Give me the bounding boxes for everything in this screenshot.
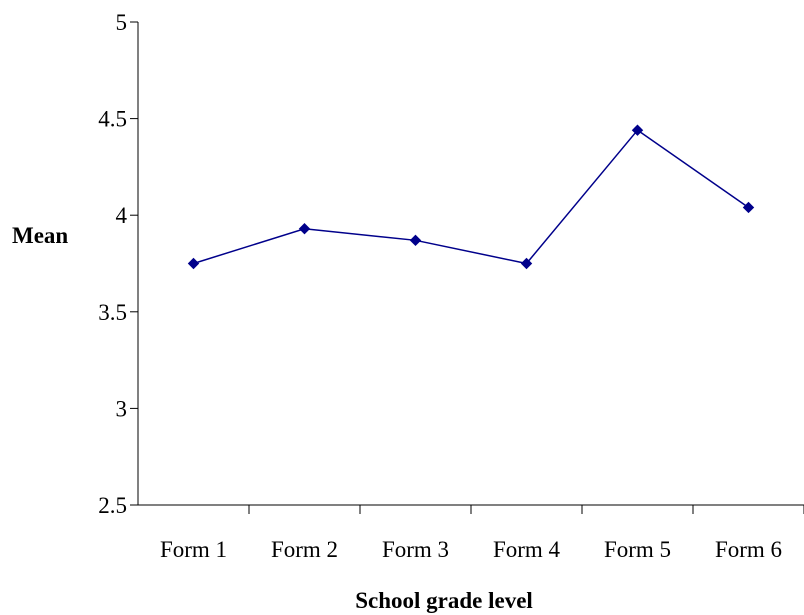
y-tick-label: 3 <box>116 396 128 421</box>
data-point-marker <box>520 257 533 270</box>
data-point-marker <box>409 234 422 247</box>
y-tick-label: 5 <box>116 10 128 35</box>
series-line <box>193 129 749 265</box>
x-axis: Form 1 Form 2 Form 3 Form 4 Form 5 Form 6 <box>138 504 804 562</box>
data-point-marker <box>298 223 311 235</box>
y-axis: 2.5 3 3.5 4 4.5 5 <box>98 10 139 518</box>
y-axis-title: Mean <box>12 223 68 248</box>
data-point-marker <box>631 124 644 136</box>
x-tick-label: Form 4 <box>493 537 561 562</box>
data-point-marker <box>187 257 200 270</box>
x-tick-label: Form 1 <box>160 537 227 562</box>
data-point-marker <box>742 201 755 214</box>
x-axis-title: School grade level <box>355 588 533 613</box>
y-tick-label: 2.5 <box>98 493 127 518</box>
y-tick-label: 4 <box>116 203 128 228</box>
y-tick-label: 4.5 <box>98 107 127 132</box>
y-tick-label: 3.5 <box>98 300 127 325</box>
x-tick-label: Form 5 <box>604 537 671 562</box>
series-layer <box>187 124 755 270</box>
x-tick-label: Form 2 <box>271 537 338 562</box>
x-tick-label: Form 3 <box>382 537 449 562</box>
x-tick-label: Form 6 <box>715 537 782 562</box>
